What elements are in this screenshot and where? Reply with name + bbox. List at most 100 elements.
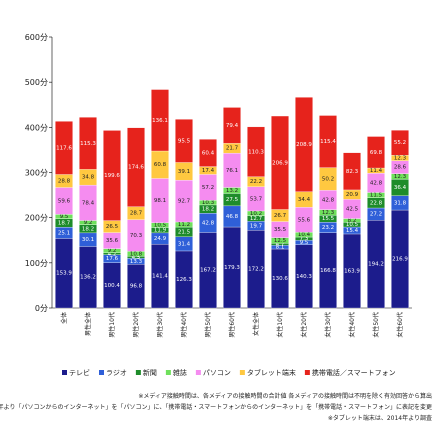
data-label: 17.4 — [202, 168, 215, 174]
data-label: 82.3 — [346, 169, 359, 175]
data-label: 4.7 — [276, 242, 285, 248]
data-label: 18.2 — [82, 226, 94, 232]
data-label: 167.2 — [200, 268, 216, 274]
footnote: ※メディア接触時間は、各メディアの接触時間の合計値 各メディアの接触時間は不明を… — [138, 392, 432, 400]
data-label: 9.5 — [300, 240, 309, 246]
data-label: 28.8 — [58, 178, 71, 184]
data-label: 4.2 — [108, 251, 117, 257]
data-label: 42.8 — [370, 180, 383, 186]
data-label: 10.8 — [130, 251, 143, 257]
bar-segment — [151, 89, 169, 152]
data-label: 10.4 — [298, 232, 311, 238]
data-label: 163.9 — [344, 268, 360, 274]
data-label: 199.6 — [104, 173, 120, 179]
data-label: 12.3 — [394, 155, 407, 161]
legend-swatch — [62, 370, 67, 375]
data-label: 28.6 — [394, 165, 407, 171]
data-label: 8.2 — [348, 218, 357, 224]
x-tick-label: 女性全体 — [252, 312, 260, 336]
data-label: 166.8 — [320, 268, 336, 274]
legend-label: 新聞 — [143, 368, 157, 377]
data-label: 15.4 — [346, 228, 359, 234]
data-label: 12.7 — [250, 216, 263, 222]
data-label: 31.4 — [178, 241, 191, 247]
data-label: 50.2 — [322, 176, 334, 182]
data-label: 10.5 — [154, 223, 167, 229]
data-label: 18.2 — [202, 207, 214, 213]
bar-segment — [367, 136, 385, 169]
data-label: 194.2 — [368, 262, 384, 268]
legend-swatch — [165, 370, 171, 375]
data-label: 60.8 — [154, 162, 167, 168]
data-label: 11.2 — [178, 222, 190, 228]
data-label: 18.7 — [58, 220, 71, 226]
x-tick-label: 女性30代 — [324, 312, 332, 338]
data-label: 9.2 — [108, 248, 117, 254]
data-label: 8.1 — [276, 245, 285, 251]
bar-segment — [103, 130, 121, 221]
x-tick-label: 男性全体 — [84, 312, 92, 336]
bar-segment — [295, 97, 313, 192]
data-label: 95.5 — [178, 138, 191, 144]
data-label: 22.8 — [370, 200, 383, 206]
data-label: 42.5 — [346, 206, 359, 212]
bar-segment — [319, 115, 337, 168]
legend-label: パソコン — [203, 369, 231, 377]
data-label: 22.2 — [250, 179, 262, 185]
x-tick-label: 男性60代 — [228, 312, 236, 338]
bar-segment — [247, 126, 265, 177]
data-label: 27.5 — [226, 197, 239, 203]
data-label: 115.3 — [80, 141, 96, 147]
x-tick-label: 女性40代 — [348, 312, 356, 338]
data-label: 25.1 — [58, 230, 70, 236]
data-label: 26.7 — [274, 213, 287, 219]
data-label: 98.1 — [154, 198, 166, 204]
data-label: 35.5 — [274, 227, 287, 233]
data-label: 79.4 — [226, 123, 239, 129]
bar-segment — [127, 127, 145, 207]
legend-swatch — [304, 370, 310, 375]
data-label: 117.6 — [56, 145, 72, 151]
data-label: 46.8 — [226, 214, 239, 220]
data-label: 21.7 — [226, 146, 239, 152]
y-tick-label: 300分 — [25, 169, 48, 178]
data-label: 153.9 — [56, 271, 72, 277]
y-tick-label: 500分 — [25, 78, 48, 87]
data-label: 10.3 — [202, 200, 215, 206]
bar-segment — [343, 152, 361, 191]
data-label: 140.3 — [296, 274, 312, 280]
data-label: 92.7 — [178, 199, 191, 205]
data-label: 69.8 — [370, 150, 383, 156]
legend-swatch — [135, 370, 141, 375]
x-tick-label: 男性30代 — [156, 312, 164, 338]
footnote: ※タブレット端末は、2014年より調査 — [328, 414, 432, 422]
data-label: 7.3 — [300, 236, 309, 242]
data-label: 57.2 — [202, 185, 214, 191]
data-label: 136.2 — [80, 275, 96, 281]
data-label: 11.9 — [154, 228, 167, 234]
data-label: 31.8 — [394, 200, 407, 206]
data-label: 53.7 — [250, 196, 263, 202]
data-label: 39.1 — [178, 169, 190, 175]
data-label: 55.6 — [298, 217, 311, 223]
x-tick-label: 男性10代 — [108, 312, 116, 338]
data-label: 126.3 — [176, 277, 192, 283]
x-tick-label: 女性50代 — [372, 312, 380, 338]
data-label: 115.4 — [320, 139, 336, 145]
data-label: 216.9 — [392, 257, 408, 263]
footnote: ※2014年より「パソコンからのインターネット」を「パソコン」に、「携帯電話・ス… — [0, 403, 432, 411]
bar-segment — [391, 130, 409, 156]
data-label: 17.6 — [106, 256, 119, 262]
data-label: 9.2 — [84, 220, 93, 226]
legend-swatch — [195, 370, 201, 375]
legend-label: タブレット端末 — [247, 368, 296, 377]
x-tick-label: 男性40代 — [180, 312, 188, 338]
data-label: 59.6 — [58, 198, 71, 204]
data-label: 76.1 — [226, 168, 238, 174]
data-label: 42.8 — [202, 220, 215, 226]
data-label: 10.2 — [250, 211, 262, 217]
bar-segment — [175, 119, 193, 163]
data-label: 55.2 — [394, 140, 406, 146]
data-label: 15.5 — [322, 216, 335, 222]
data-label: 26.5 — [106, 224, 119, 230]
